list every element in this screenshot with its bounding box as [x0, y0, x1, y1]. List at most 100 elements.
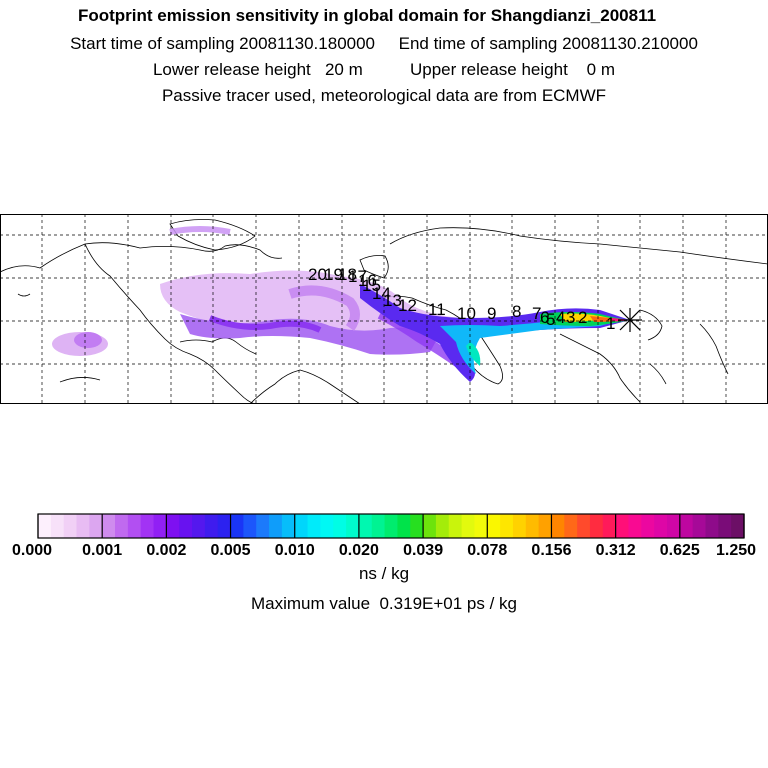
colorbar-cell — [512, 514, 527, 538]
colorbar-cell — [628, 514, 642, 538]
colorbar-cell — [192, 514, 206, 538]
trajectory-label-7: 7 — [532, 304, 541, 323]
colorbar-cell — [50, 514, 65, 538]
trajectory-label-2: 2 — [578, 308, 587, 327]
footprint-high-band — [360, 284, 630, 382]
colorbar-cell — [423, 514, 437, 538]
colorbar-cell — [525, 514, 540, 538]
trajectory-label-9: 9 — [487, 304, 496, 323]
colorbar-cell — [140, 514, 155, 538]
colorbar-cell — [705, 514, 719, 538]
trajectory-label-8: 8 — [512, 302, 521, 321]
colorbar-cell — [564, 514, 578, 538]
colorbar-tick-label: 0.312 — [596, 542, 636, 558]
colorbar: 0.000 0.001 0.002 0.005 0.010 0.020 0.039 0.078… — [12, 513, 756, 558]
trajectory-label-12: 12 — [398, 296, 417, 315]
colorbar-tick-label: 0.020 — [339, 542, 379, 558]
trajectory-label-17: 17 — [348, 267, 367, 286]
sampling-time-line: Start time of sampling 20081130.180000 E… — [70, 34, 698, 53]
colorbar-tick-label: 1.250 — [716, 542, 756, 558]
colorbar-cell — [371, 514, 386, 538]
colorbar-cell — [127, 514, 142, 538]
colorbar-cell — [474, 514, 488, 538]
colorbar-cell — [666, 514, 681, 538]
colorbar-cell — [679, 514, 694, 538]
colorbar-cell — [641, 514, 655, 538]
trajectory-label-19: 19 — [324, 265, 343, 284]
coastlines — [0, 219, 768, 404]
colorbar-cell — [692, 514, 707, 538]
colorbar-tick-label: 0.078 — [467, 542, 507, 558]
trajectory-label-14: 14 — [372, 284, 391, 303]
colorbar-cell — [538, 514, 553, 538]
colorbar-cell — [589, 514, 604, 538]
trajectory-label-6: 6 — [540, 308, 549, 327]
colorbar-cell — [654, 514, 668, 538]
colorbar-cell — [307, 514, 321, 538]
colorbar-tick-label: 0.625 — [660, 542, 700, 558]
lat-lon-grid — [0, 214, 768, 404]
colorbar-tick-label: 0.000 — [12, 542, 52, 558]
asterisk-icon — [618, 308, 642, 332]
trajectory-label-15: 15 — [362, 276, 381, 295]
colorbar-cell — [500, 514, 514, 538]
colorbar-cell — [461, 514, 476, 538]
colorbar-cell — [615, 514, 630, 538]
colorbar-cell — [256, 514, 270, 538]
colorbar-cell — [76, 514, 90, 538]
colorbar-cell — [487, 514, 501, 538]
colorbar-cell — [358, 514, 373, 538]
colorbar-cell — [230, 514, 244, 538]
colorbar-cell — [179, 514, 193, 538]
trajectory-label-20: 20 — [308, 265, 327, 284]
trajectory-label-5: 5 — [546, 310, 555, 329]
colorbar-tick-label: 0.001 — [82, 542, 122, 558]
colorbar-cell — [115, 514, 129, 538]
colorbar-cell — [320, 514, 334, 538]
colorbar-tick-label: 0.002 — [146, 542, 186, 558]
maximum-value-label: Maximum value 0.319E+01 ps / kg — [251, 594, 517, 613]
colorbar-cell — [217, 514, 232, 538]
colorbar-cell — [204, 514, 219, 538]
page-title: Footprint emission sensitivity in global… — [77, 6, 657, 25]
colorbar-cell — [346, 514, 360, 538]
trajectory-label-18: 18 — [338, 265, 357, 284]
trajectory-label-16: 16 — [358, 271, 377, 290]
colorbar-tick-label: 0.156 — [531, 542, 571, 558]
colorbar-ticks — [37, 514, 745, 538]
trajectory-label-4: 4 — [556, 308, 565, 327]
colorbar-tick-labels: 0.000 0.001 0.002 0.005 0.010 0.020 0.039 0.078… — [12, 542, 756, 558]
trajectory-label-10: 10 — [457, 304, 476, 323]
colorbar-cell — [410, 514, 424, 538]
colorbar-cell — [577, 514, 591, 538]
colorbar-cell — [448, 514, 463, 538]
colorbar-cell — [718, 514, 732, 538]
colorbar-cell — [102, 514, 116, 538]
colorbar-cell — [551, 514, 565, 538]
colorbar-tick-label: 0.039 — [403, 542, 443, 558]
colorbar-cell — [731, 514, 745, 538]
trajectory-label-13: 13 — [383, 291, 402, 310]
colorbar-cell — [38, 514, 52, 538]
trajectory-label-11: 11 — [428, 300, 446, 319]
colorbar-cell — [384, 514, 399, 538]
colorbar-cell — [397, 514, 411, 538]
colorbar-tick-label: 0.005 — [211, 542, 251, 558]
colorbar-tick-label: 0.010 — [275, 542, 315, 558]
trajectory-label-3: 3 — [566, 308, 575, 327]
colorbar-cells — [38, 514, 745, 538]
colorbar-cell — [269, 514, 283, 538]
colorbar-cell — [281, 514, 296, 538]
colorbar-cell — [435, 514, 450, 538]
tracer-info-line: Passive tracer used, meteorological data… — [161, 86, 607, 105]
colorbar-cell — [294, 514, 309, 538]
colorbar-cell — [333, 514, 347, 538]
colorbar-unit-label: ns / kg — [358, 564, 410, 583]
trajectory-label-1: 1 — [606, 314, 615, 333]
colorbar-cell — [63, 514, 78, 538]
colorbar-cell — [243, 514, 257, 538]
colorbar-cell — [153, 514, 167, 538]
colorbar-cell — [602, 514, 617, 538]
